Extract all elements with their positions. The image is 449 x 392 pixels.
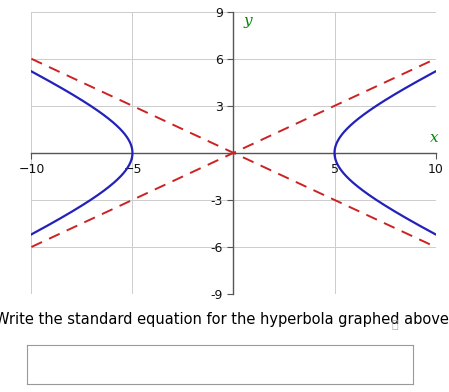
- Text: 🔍: 🔍: [392, 320, 398, 330]
- Text: Write the standard equation for the hyperbola graphed above.: Write the standard equation for the hype…: [0, 312, 449, 327]
- Text: x: x: [429, 131, 438, 145]
- Text: y: y: [243, 14, 252, 28]
